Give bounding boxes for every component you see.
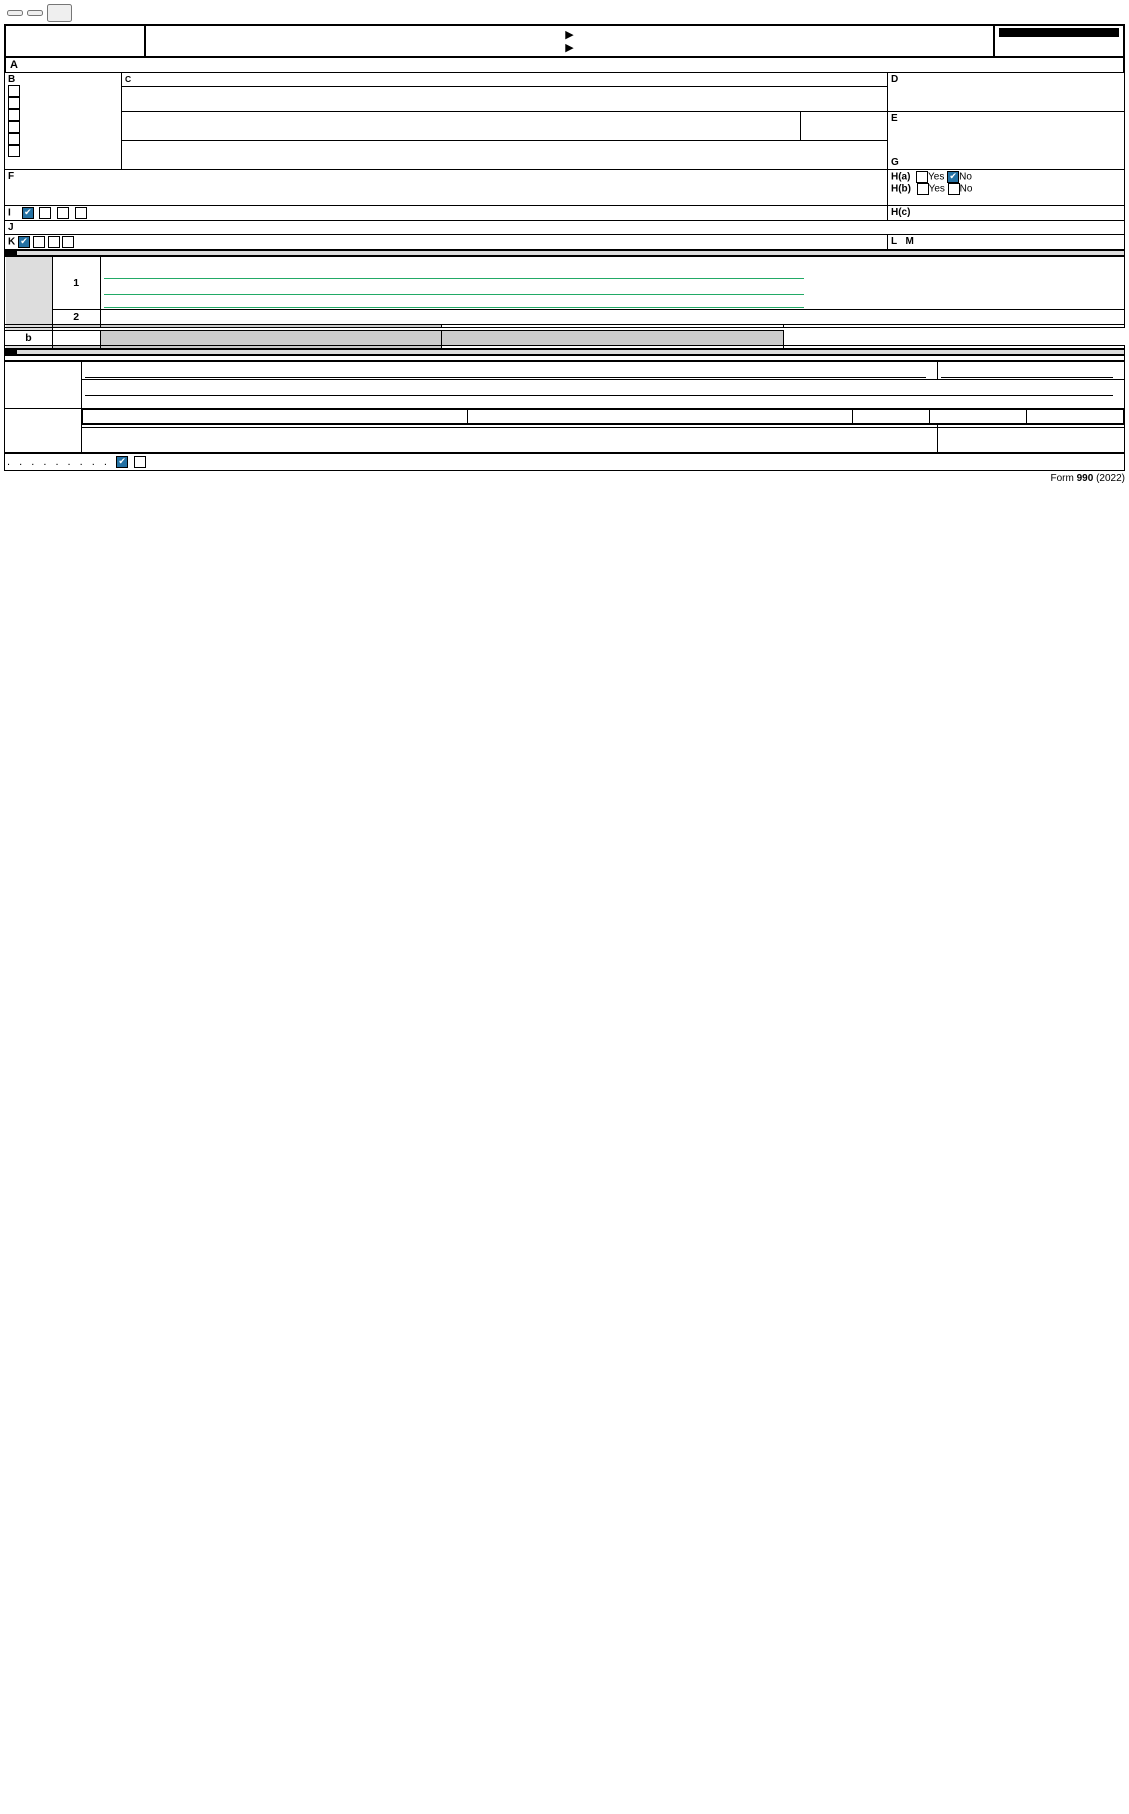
blank — [52, 325, 100, 328]
part1-label — [4, 250, 16, 256]
form-footer: Form 990 (2022) — [1051, 473, 1125, 484]
sig-line — [85, 363, 926, 378]
blank — [100, 325, 441, 328]
note-ssn — [150, 28, 989, 41]
i-501c3[interactable]: ✔ — [22, 207, 34, 219]
check-final[interactable] — [8, 121, 20, 133]
k-trust[interactable] — [33, 236, 45, 248]
line-a: A — [4, 58, 1125, 72]
ha-no[interactable]: ✔ — [947, 171, 959, 183]
check-initial[interactable] — [8, 109, 20, 121]
org-info-table: B C D E G F H(a) Yes ✔No H(b) Yes No — [4, 72, 1125, 250]
footer: Form 990 (2022) — [4, 471, 1125, 486]
line2 — [100, 310, 1124, 325]
line-no: b — [5, 331, 53, 346]
i-527[interactable] — [75, 207, 87, 219]
section-na — [5, 346, 53, 349]
check-pending[interactable] — [8, 145, 20, 157]
blank — [100, 331, 441, 346]
check-addr[interactable] — [8, 85, 20, 97]
hb-yes[interactable] — [917, 183, 929, 195]
part1-title — [16, 250, 1125, 256]
check-amended[interactable] — [8, 133, 20, 145]
part2-header — [4, 349, 1125, 355]
mission — [104, 278, 804, 279]
discuss-no[interactable] — [134, 456, 146, 468]
k-corp[interactable]: ✔ — [18, 236, 30, 248]
top-bar — [4, 4, 1125, 22]
blank-button[interactable] — [47, 4, 72, 22]
paid-preparer — [5, 409, 82, 453]
k-assoc[interactable] — [48, 236, 60, 248]
k-other[interactable] — [62, 236, 74, 248]
sign-here — [5, 362, 82, 409]
note-link — [150, 41, 989, 54]
summary-table: 1 2 b — [4, 256, 1125, 349]
i-501c[interactable] — [39, 207, 51, 219]
signature-table — [4, 361, 1125, 453]
i-4947[interactable] — [57, 207, 69, 219]
section-exp — [5, 328, 53, 331]
discuss-yes[interactable]: ✔ — [116, 456, 128, 468]
discuss-row: ✔ — [4, 453, 1125, 471]
line-no: 2 — [52, 310, 100, 325]
line-no: 1 — [52, 257, 100, 310]
sig-line — [941, 363, 1113, 378]
part2-label — [4, 349, 16, 355]
ha-yes[interactable] — [916, 171, 928, 183]
sig-line — [85, 381, 1113, 396]
check-name[interactable] — [8, 97, 20, 109]
discuss-text — [7, 456, 110, 468]
mission-blank1 — [104, 282, 804, 295]
blank — [442, 331, 783, 346]
open-public — [999, 29, 1119, 37]
hb-no[interactable] — [948, 183, 960, 195]
mission-blank2 — [104, 295, 804, 308]
section-ag — [5, 257, 53, 325]
form-header — [4, 24, 1125, 58]
submission-date-button[interactable] — [27, 10, 43, 16]
print-button[interactable] — [7, 10, 23, 16]
part2-title — [16, 349, 1125, 355]
part1-header — [4, 250, 1125, 256]
